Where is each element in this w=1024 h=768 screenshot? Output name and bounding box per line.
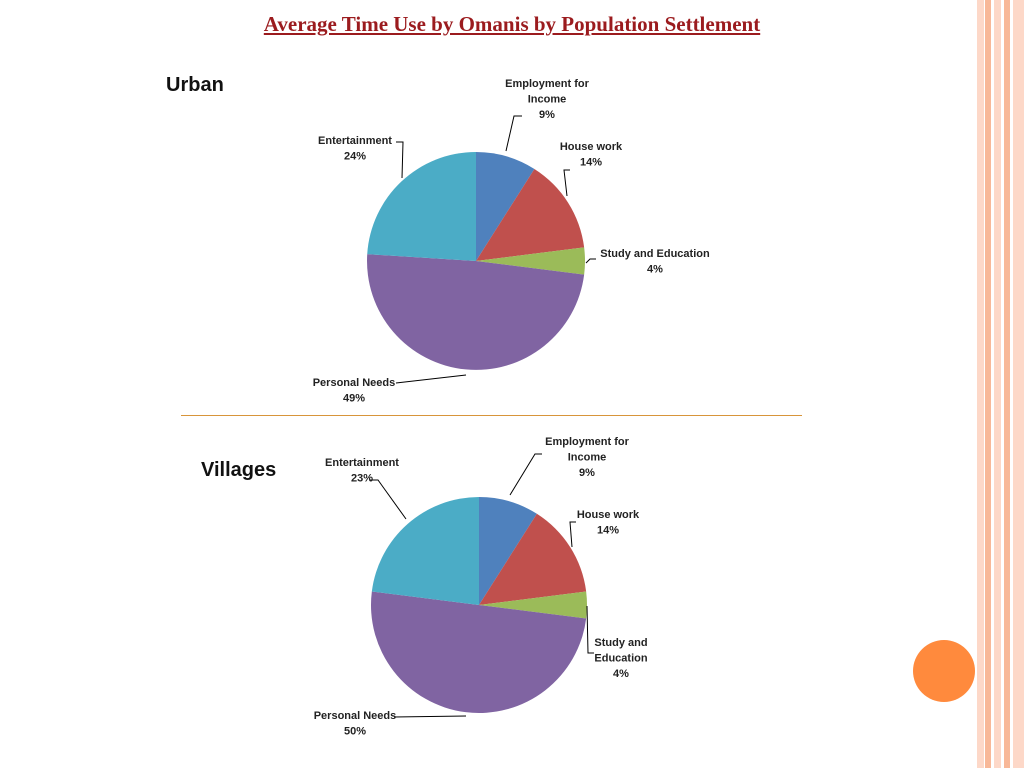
slice-label-entertainment: Entertainment 24% <box>318 135 392 163</box>
decor-stripe <box>977 0 984 768</box>
slice-label-entertainment: Entertainment 23% <box>325 457 399 485</box>
leader-line <box>509 453 542 496</box>
pie-slice-house-work <box>476 168 585 261</box>
slice-label-employment-for-income: Employment for Income 9% <box>505 78 589 121</box>
pie-slice-employment-for-income <box>476 152 535 261</box>
leader-line <box>370 479 407 520</box>
pie-slice-entertainment <box>371 497 479 605</box>
decor-stripe <box>994 0 1001 768</box>
leader-line <box>585 258 596 264</box>
urban-pie-chart: Employment for Income 9% House work 14% Study… <box>313 78 710 405</box>
decor-stripe <box>985 0 991 768</box>
slice-label-employment-for-income: Employment for Income 9% <box>545 436 629 479</box>
villages-chart-title: Villages <box>201 459 277 481</box>
decorative-circle <box>913 640 975 702</box>
decor-stripe <box>1013 0 1024 768</box>
leader-line <box>563 169 570 197</box>
pie-slice-personal-needs <box>370 591 587 714</box>
villages-pie-chart: Employment for Income 9% House work 14% Study… <box>314 436 648 738</box>
slide-title: Average Time Use by Omanis by Population… <box>263 12 761 36</box>
slice-label-study-and-education: Study and Education 4% <box>594 637 647 680</box>
leader-line <box>586 605 594 654</box>
pie-slice-study-and-education <box>479 591 588 619</box>
slice-label-house-work: House work 14% <box>560 141 623 169</box>
leader-line <box>505 115 522 152</box>
slice-label-personal-needs: Personal Needs 49% <box>313 377 396 405</box>
leader-line <box>569 521 576 548</box>
pie-slice-entertainment <box>367 152 476 261</box>
pie-slice-study-and-education <box>476 247 585 275</box>
slice-label-study-and-education: Study and Education 4% <box>600 248 710 276</box>
pie-slice-personal-needs <box>367 254 585 370</box>
section-divider <box>181 415 802 416</box>
slice-label-house-work: House work 14% <box>577 509 640 537</box>
slice-label-personal-needs: Personal Needs 50% <box>314 710 397 738</box>
decor-stripe <box>1004 0 1010 768</box>
leader-line <box>396 141 404 179</box>
leader-line <box>395 374 467 384</box>
pie-slice-house-work <box>479 513 587 605</box>
urban-chart-title: Urban <box>166 74 224 96</box>
leader-line <box>393 715 467 718</box>
pie-slice-employment-for-income <box>479 497 537 605</box>
